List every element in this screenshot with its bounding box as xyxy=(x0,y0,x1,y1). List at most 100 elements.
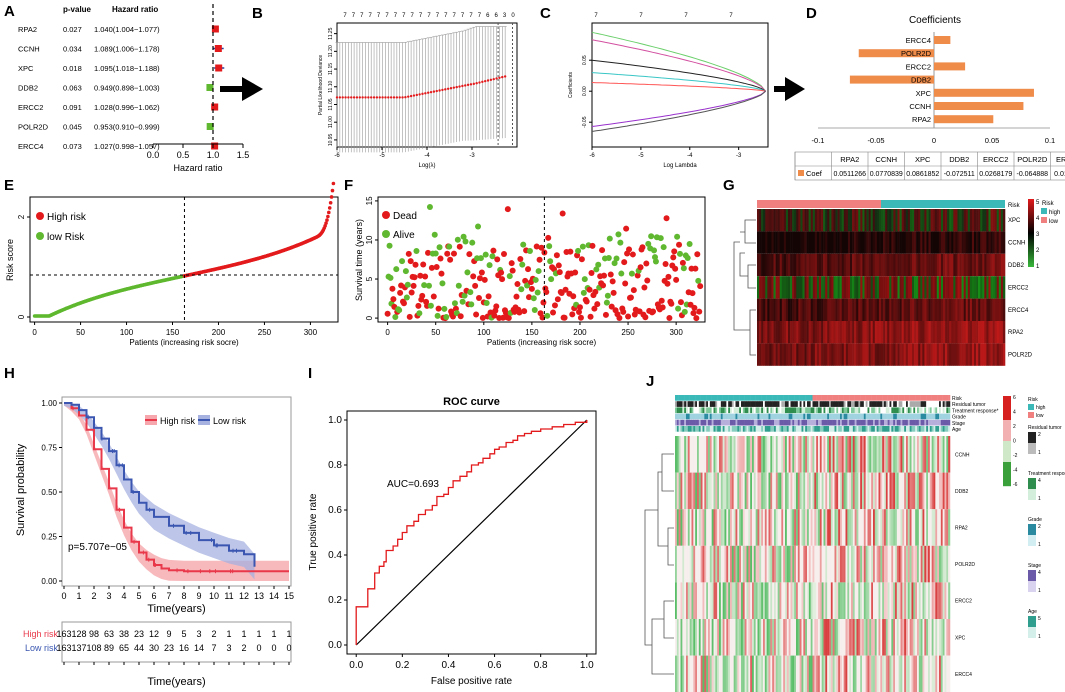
scale-tick: 6 xyxy=(1013,395,1016,401)
heatmap-cell xyxy=(773,276,776,299)
annotation-cell xyxy=(750,401,753,407)
annotation-cell xyxy=(770,419,773,426)
heatmap-cell xyxy=(881,343,884,366)
heatmap-cell xyxy=(799,472,802,510)
heatmap-cell xyxy=(757,321,760,344)
heatmap-cell xyxy=(856,509,859,546)
heatmap-cell xyxy=(767,276,770,299)
heatmap-cell xyxy=(810,253,814,277)
legend-label-alive: Alive xyxy=(393,230,415,241)
heatmap-cell xyxy=(882,509,885,546)
annotation-cell xyxy=(803,407,806,414)
heatmap-cell xyxy=(675,655,678,692)
heatmap-cell xyxy=(816,582,819,619)
heatmap-cell xyxy=(944,436,947,473)
heatmap-cell xyxy=(889,343,892,366)
heatmap-cell xyxy=(814,436,817,473)
annotation-cell xyxy=(807,401,810,407)
heatmap-cell xyxy=(687,582,690,619)
heatmap-cell xyxy=(796,298,799,321)
heatmap-cell xyxy=(841,582,844,619)
heatmap-cell xyxy=(801,619,804,656)
heatmap-cell xyxy=(775,619,778,656)
patient-point xyxy=(404,281,411,288)
x-tick-label: 6 xyxy=(151,591,156,601)
patient-point xyxy=(668,300,675,307)
annotation-cell xyxy=(810,413,813,420)
heatmap-cell xyxy=(835,298,838,321)
heatmap-cell xyxy=(759,582,762,619)
panel-b-cv-plot: 7 7 7 7 7 7 7 7 7 7 7 7 7 7 7 7 7 6 6 3 0-6 -5 -4 -310.9511.001… xyxy=(318,13,518,169)
annotation-cell xyxy=(948,407,951,414)
heatmap-cell xyxy=(831,253,834,277)
annotation-cell xyxy=(807,419,810,426)
heatmap-cell xyxy=(792,509,795,546)
heatmap-cell xyxy=(949,298,952,321)
heatmap-cell xyxy=(792,343,795,366)
heatmap-cell xyxy=(1000,343,1004,366)
patient-point xyxy=(593,266,600,273)
heatmap-cell xyxy=(693,619,696,656)
heatmap-cell xyxy=(777,472,780,510)
patient-point xyxy=(430,293,437,300)
annotation-cell xyxy=(884,419,887,426)
patient-point xyxy=(536,256,543,263)
annotation-cell xyxy=(768,426,771,432)
cv-point xyxy=(458,85,461,88)
heatmap-cell xyxy=(775,582,778,619)
heatmap-cell xyxy=(790,655,793,692)
heatmap-cell xyxy=(829,209,832,232)
patient-point xyxy=(626,246,633,253)
heatmap-cell xyxy=(728,545,731,583)
annotation-label: Risk xyxy=(1008,203,1021,209)
heatmap-cell xyxy=(870,276,874,299)
heatmap-cell xyxy=(777,545,780,583)
patient-point xyxy=(420,261,427,268)
heatmap-cell xyxy=(682,509,685,546)
heatmap-cell xyxy=(794,209,797,232)
heatmap-cell xyxy=(686,545,689,583)
heatmap-cell xyxy=(988,321,991,344)
annotation-cell xyxy=(823,426,826,432)
heatmap-cell xyxy=(750,619,753,656)
scale-tick: 4 xyxy=(1013,410,1016,416)
heatmap-cell xyxy=(933,472,936,510)
heatmap-cell xyxy=(854,509,857,546)
heatmap-cell xyxy=(998,276,1002,299)
heatmap-cell xyxy=(823,321,826,344)
scale-cell xyxy=(1003,396,1011,400)
heatmap-cell xyxy=(771,298,774,321)
annotation-cell xyxy=(744,401,747,407)
patient-point xyxy=(498,269,505,276)
heatmap-cell xyxy=(984,276,987,299)
heatmap-cell xyxy=(852,321,855,344)
patient-point xyxy=(645,240,652,247)
legend-label-high: High risk xyxy=(47,212,87,223)
heatmap-cell xyxy=(904,582,907,619)
annotation-cell xyxy=(814,419,817,426)
heatmap-cell xyxy=(896,472,899,510)
annotation-cell xyxy=(750,419,753,426)
heatmap-cell xyxy=(903,321,907,344)
heatmap-cell xyxy=(804,276,807,299)
heatmap-cell xyxy=(836,509,839,546)
patient-point xyxy=(625,313,632,320)
annotation-cell xyxy=(849,419,852,426)
x-tick-label: 50 xyxy=(76,328,85,337)
heatmap-cell xyxy=(994,321,998,344)
heatmap-cell xyxy=(819,253,822,277)
heatmap-cell xyxy=(704,472,707,510)
heatmap-cell xyxy=(675,472,678,510)
heatmap-cell xyxy=(816,253,820,277)
heatmap-cell xyxy=(895,231,898,254)
heatmap-cell xyxy=(889,298,892,321)
cv-point xyxy=(481,80,484,84)
heatmap-cell xyxy=(864,343,867,366)
heatmap-cell xyxy=(884,582,887,619)
heatmap-cell xyxy=(862,582,865,619)
annotation-cell xyxy=(816,401,819,407)
patient-point xyxy=(553,252,560,259)
table-header: ERCC4 xyxy=(1056,155,1065,164)
